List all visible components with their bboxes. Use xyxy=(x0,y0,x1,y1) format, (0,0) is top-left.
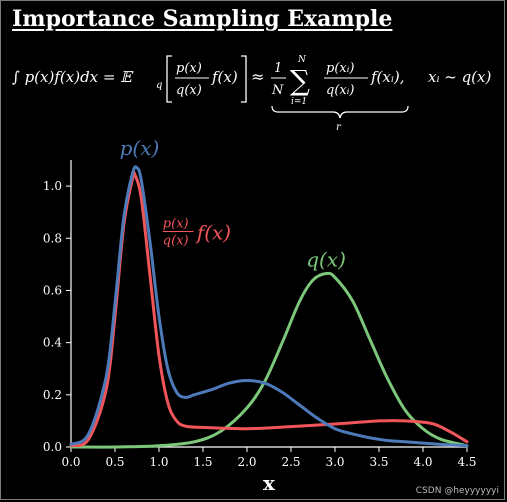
p-curve-label: p(x) xyxy=(120,136,160,160)
chart-annotations: p(x) q(x) p(x) q(x) f(x) xyxy=(120,136,346,272)
q-density-curve xyxy=(69,271,469,449)
equation-brace-label: r xyxy=(336,122,342,133)
x-tick-label: 2.5 xyxy=(281,455,300,469)
chart-axes: 0.0 0.5 1.0 1.5 2.0 2.5 3.0 3.5 4.0 4.5 0.0 0.2 0.4 0… xyxy=(43,160,477,495)
x-tick-label: 1.0 xyxy=(149,455,168,469)
x-tick-label: 4.5 xyxy=(457,455,476,469)
y-tick-label: 0.0 xyxy=(43,440,62,454)
x-axis-label: x xyxy=(263,471,276,495)
weighted-f-label-den: q(x) xyxy=(163,233,189,248)
equation-expect-sub: q xyxy=(156,80,162,91)
y-tick-label: 0.6 xyxy=(43,283,62,297)
equation-bracket-tail: f(x) xyxy=(211,68,238,86)
y-tick-label: 0.2 xyxy=(43,388,62,402)
y-tick-label: 0.4 xyxy=(43,336,62,350)
left-bracket xyxy=(166,55,172,103)
equation-sum-bottom: i=1 xyxy=(291,97,307,107)
equation-sum-tail: f(xᵢ), xyxy=(370,68,405,86)
watermark: CSDN @heyyyyyyi xyxy=(415,486,499,496)
x-tick-label: 4.0 xyxy=(413,455,432,469)
y-tick-label: 0.8 xyxy=(43,231,62,245)
weighted-f-label-num: p(x) xyxy=(163,216,189,231)
sum-symbol-icon: ∑ xyxy=(290,64,310,97)
p-density-curve xyxy=(69,165,469,448)
x-tick-label: 2.0 xyxy=(237,455,256,469)
weighted-f-label-tail: f(x) xyxy=(195,220,231,244)
equation-approx: ≈ xyxy=(251,67,264,86)
q-curve-label: q(x) xyxy=(306,248,346,272)
equation-frac-one: 1 xyxy=(274,61,282,76)
equation: ∫ p(x)f(x)dx = 𝔼 q p(x) q(x) f(x) ≈ 1 N … xyxy=(12,55,491,133)
x-tick-label: 1.5 xyxy=(193,455,212,469)
equation-lhs: ∫ p(x)f(x)dx = 𝔼 xyxy=(12,68,134,86)
equation-bracket-den: q(x) xyxy=(176,83,202,98)
x-tick-label: 0.0 xyxy=(61,455,80,469)
x-tick-label: 0.5 xyxy=(105,455,124,469)
equation-bracket-num: p(x) xyxy=(176,61,202,76)
chart-curves xyxy=(69,165,469,449)
equation-frac-n: N xyxy=(271,83,284,98)
x-tick-label: 3.5 xyxy=(369,455,388,469)
y-tick-label: 1.0 xyxy=(43,179,62,193)
underbrace xyxy=(271,105,409,119)
weighted-f-curve xyxy=(69,171,469,448)
equation-sum-top: N xyxy=(297,55,307,65)
equation-sample: xᵢ ~ q(x) xyxy=(428,68,491,86)
x-tick-label: 3.0 xyxy=(325,455,344,469)
weighted-f-label: p(x) q(x) f(x) xyxy=(162,216,231,248)
figure-title: Importance Sampling Example xyxy=(12,6,393,32)
equation-sum-den: q(xᵢ) xyxy=(326,83,354,98)
equation-sum-num: p(xᵢ) xyxy=(326,61,354,76)
right-bracket xyxy=(241,55,247,103)
